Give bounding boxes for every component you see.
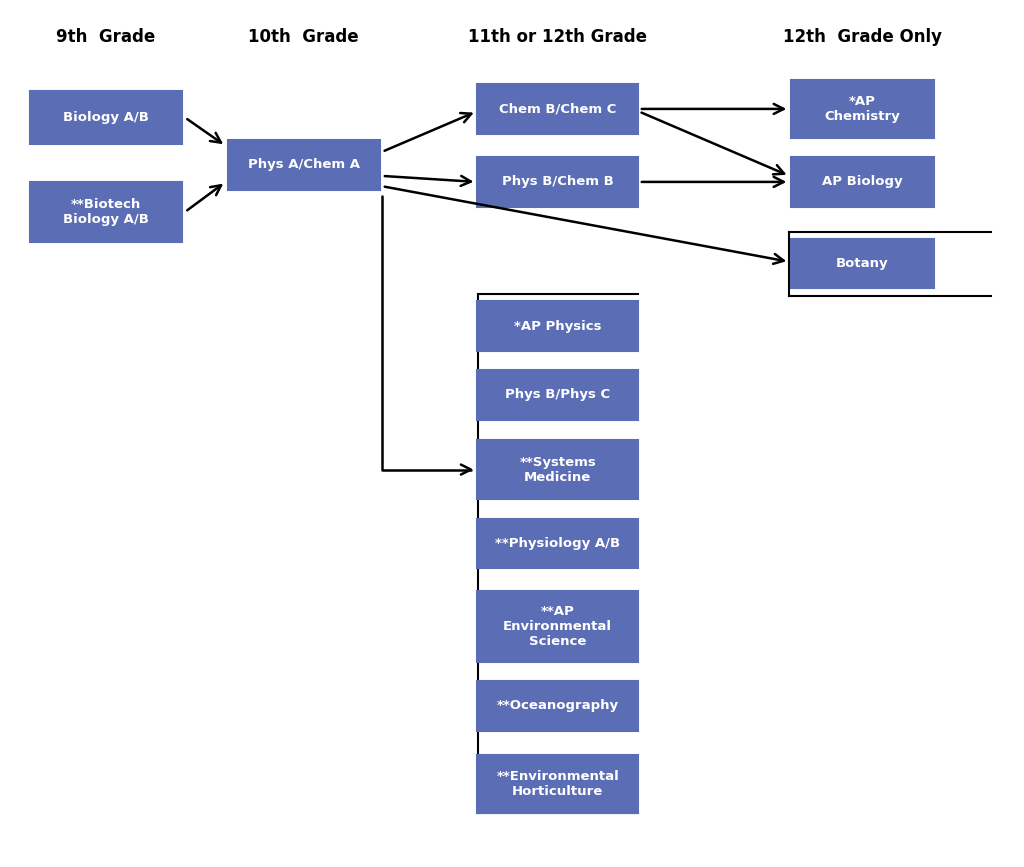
FancyBboxPatch shape — [30, 91, 182, 144]
Text: Botany: Botany — [836, 257, 889, 270]
Text: Phys B/Chem B: Phys B/Chem B — [502, 175, 613, 188]
FancyBboxPatch shape — [227, 140, 380, 190]
FancyBboxPatch shape — [477, 440, 638, 499]
FancyBboxPatch shape — [792, 157, 934, 207]
Text: *AP Physics: *AP Physics — [514, 320, 601, 333]
Text: **Biotech
Biology A/B: **Biotech Biology A/B — [62, 198, 148, 226]
FancyBboxPatch shape — [477, 157, 638, 207]
Text: *AP
Chemistry: *AP Chemistry — [824, 95, 900, 123]
Text: **AP
Environmental
Science: **AP Environmental Science — [503, 605, 612, 649]
Text: 9th  Grade: 9th Grade — [56, 28, 156, 46]
Text: **Systems
Medicine: **Systems Medicine — [519, 455, 596, 484]
Text: 11th or 12th Grade: 11th or 12th Grade — [468, 28, 647, 46]
FancyBboxPatch shape — [477, 681, 638, 731]
Text: Chem B/Chem C: Chem B/Chem C — [499, 102, 616, 115]
Text: AP Biology: AP Biology — [822, 175, 903, 188]
Text: 10th  Grade: 10th Grade — [249, 28, 359, 46]
FancyBboxPatch shape — [477, 518, 638, 568]
FancyBboxPatch shape — [30, 182, 182, 242]
Text: 12th  Grade Only: 12th Grade Only — [783, 28, 942, 46]
FancyBboxPatch shape — [792, 238, 934, 289]
FancyBboxPatch shape — [477, 754, 638, 813]
FancyBboxPatch shape — [477, 591, 638, 662]
FancyBboxPatch shape — [477, 370, 638, 420]
Text: **Physiology A/B: **Physiology A/B — [496, 537, 621, 550]
Text: Phys B/Phys C: Phys B/Phys C — [505, 388, 610, 401]
Text: **Oceanography: **Oceanography — [497, 699, 618, 712]
FancyBboxPatch shape — [792, 80, 934, 138]
FancyBboxPatch shape — [477, 301, 638, 351]
Text: Biology A/B: Biology A/B — [62, 111, 148, 124]
Text: Phys A/Chem A: Phys A/Chem A — [248, 159, 359, 172]
Text: **Environmental
Horticulture: **Environmental Horticulture — [497, 770, 620, 798]
FancyBboxPatch shape — [477, 84, 638, 134]
